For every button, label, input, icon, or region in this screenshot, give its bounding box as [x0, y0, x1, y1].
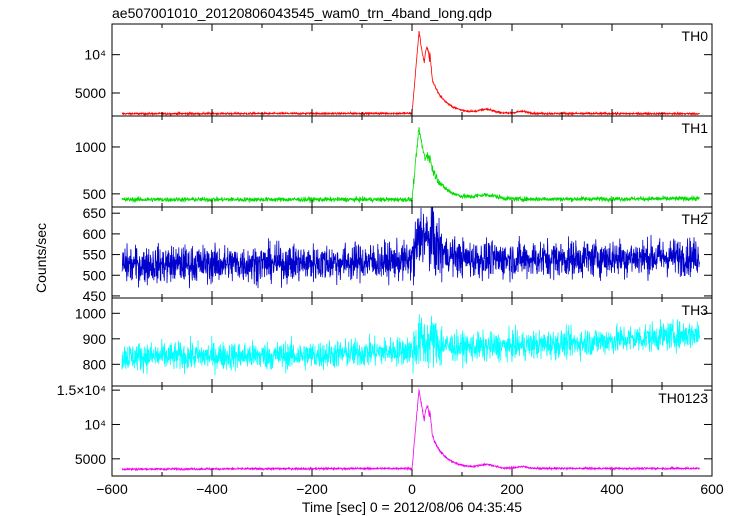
y-tick-label: 1000 [75, 305, 106, 321]
x-tick-label: −400 [196, 481, 228, 497]
y-tick-label: 450 [83, 288, 107, 304]
series-line-th0123 [121, 388, 700, 472]
y-tick-label: 550 [83, 247, 107, 263]
x-tick-label: −200 [296, 481, 328, 497]
panel-label-th0123: TH0123 [658, 390, 708, 406]
y-tick-label: 500 [83, 186, 107, 202]
panel-th2: 450 500 550 600 650 TH2 [83, 205, 713, 304]
panel-label-th3: TH3 [682, 302, 709, 318]
y-tick-label: 900 [83, 331, 107, 347]
panel-frame [111, 115, 713, 208]
series-line-th3 [121, 314, 700, 376]
y-tick-label: 1.5×10⁴ [57, 382, 106, 398]
panel-label-th2: TH2 [682, 211, 709, 227]
panel-th0: 5000 10⁴ TH0 [75, 23, 713, 117]
panel-th1: 500 1000 TH1 [75, 115, 713, 208]
y-tick-label: 5000 [75, 451, 106, 467]
panel-frame [111, 23, 713, 117]
x-tick-label: −600 [96, 481, 128, 497]
panel-frame [111, 297, 713, 387]
panel-th3: 800 900 1000 TH3 [75, 297, 713, 387]
x-axis-label: Time [sec] 0 = 2012/08/06 04:35:45 [302, 499, 522, 515]
x-tick-label: 600 [700, 481, 724, 497]
y-tick-label: 500 [83, 267, 107, 283]
series-line-th0 [121, 30, 700, 116]
chart-title: ae507001010_20120806043545_wam0_trn_4ban… [112, 5, 492, 21]
y-tick-label: 5000 [75, 85, 106, 101]
y-tick-label: 600 [83, 226, 107, 242]
series-line-th1 [121, 127, 700, 204]
y-tick-label: 650 [83, 205, 107, 221]
panel-frame [111, 385, 713, 477]
y-tick-label: 10⁴ [84, 47, 106, 63]
x-tick-label: 400 [600, 481, 624, 497]
panel-stack: 5000 10⁴ TH0 500 1000 TH1 450 500 550 600 650 TH2 80… [57, 23, 713, 477]
panel-label-th1: TH1 [682, 120, 709, 136]
series-line-th2 [121, 207, 700, 289]
x-tick-label: 200 [500, 481, 524, 497]
y-tick-label: 10⁴ [84, 416, 106, 432]
y-axis-label: Counts/sec [33, 223, 49, 293]
y-tick-label: 1000 [75, 139, 106, 155]
panel-th0123: 5000 10⁴ 1.5×10⁴ TH0123 [57, 382, 713, 477]
y-tick-label: 800 [83, 356, 107, 372]
x-axis: −600 −400 −200 0 200 400 600 [96, 481, 724, 497]
x-tick-label: 0 [408, 481, 416, 497]
panel-label-th0: TH0 [682, 28, 709, 44]
